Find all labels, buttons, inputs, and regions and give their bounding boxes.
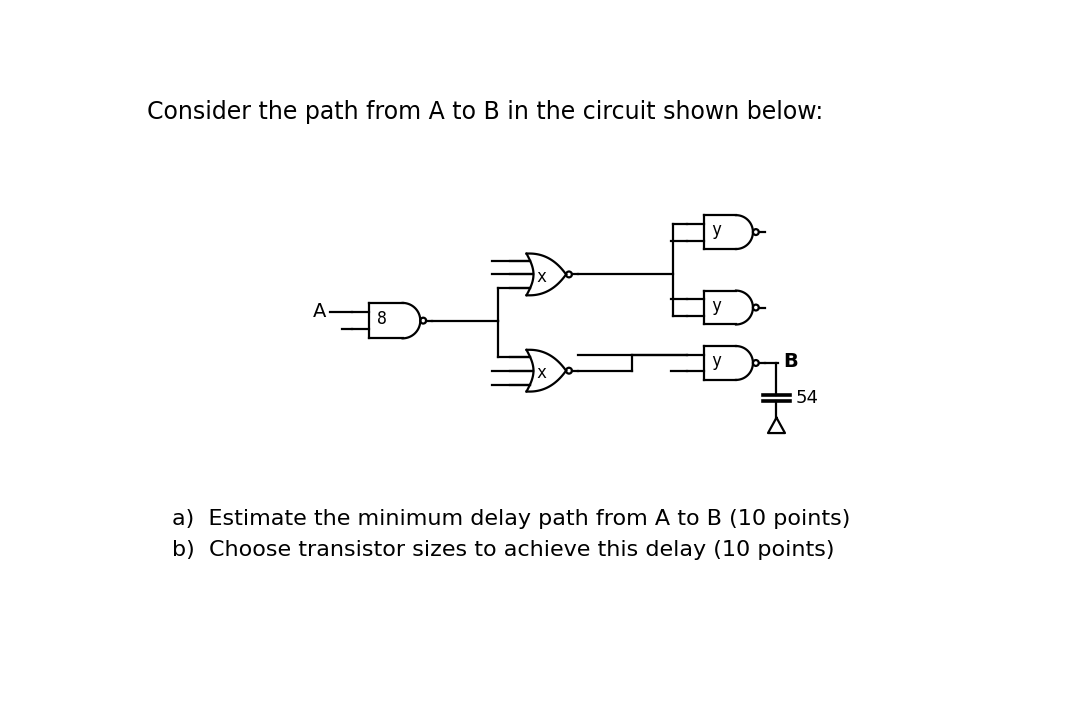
Text: y: y bbox=[711, 297, 721, 314]
Text: 8: 8 bbox=[377, 310, 387, 328]
Text: a)  Estimate the minimum delay path from A to B (10 points): a) Estimate the minimum delay path from … bbox=[173, 509, 851, 529]
Text: Consider the path from A to B in the circuit shown below:: Consider the path from A to B in the cir… bbox=[147, 100, 823, 124]
Text: b)  Choose transistor sizes to achieve this delay (10 points): b) Choose transistor sizes to achieve th… bbox=[173, 540, 835, 560]
Text: y: y bbox=[711, 221, 721, 239]
Text: x: x bbox=[536, 364, 546, 382]
Text: A: A bbox=[313, 303, 326, 322]
Text: y: y bbox=[711, 352, 721, 370]
Text: 54: 54 bbox=[796, 389, 819, 407]
Text: x: x bbox=[536, 267, 546, 286]
Text: B: B bbox=[783, 352, 798, 371]
